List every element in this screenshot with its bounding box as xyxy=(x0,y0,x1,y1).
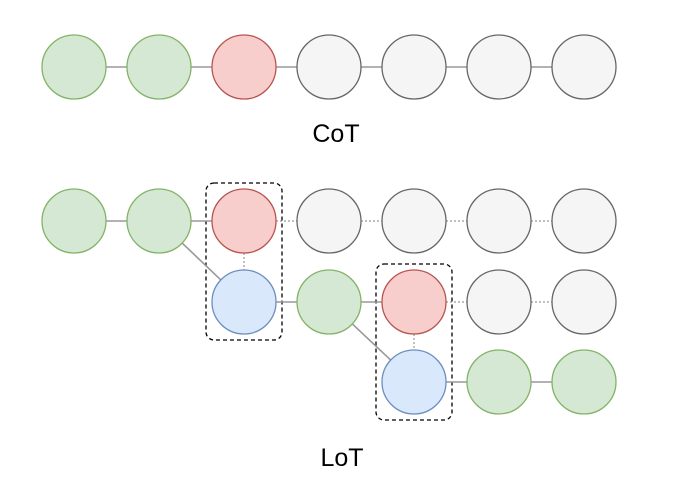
cot-label: CoT xyxy=(312,120,359,148)
lot-node-green xyxy=(41,188,107,254)
lot-node-green xyxy=(551,349,617,415)
lot-node-gray xyxy=(551,188,617,254)
lot-node-gray xyxy=(381,188,447,254)
cot-node-red xyxy=(211,34,277,100)
lot-branch-edge xyxy=(351,323,392,361)
lot-branch-edge xyxy=(181,242,222,281)
lot-node-gray xyxy=(466,269,532,335)
lot-node-red xyxy=(381,269,447,335)
cot-node-green xyxy=(126,34,192,100)
lot-nodes xyxy=(41,188,617,415)
lot-node-gray xyxy=(466,188,532,254)
selection-box xyxy=(375,263,453,421)
cot-node-gray xyxy=(466,34,532,100)
lot-label: LoT xyxy=(320,444,363,472)
cot-node-green xyxy=(41,34,107,100)
lot-node-green xyxy=(126,188,192,254)
lot-node-green xyxy=(466,349,532,415)
cot-node-gray xyxy=(296,34,362,100)
lot-node-gray xyxy=(296,188,362,254)
selection-box xyxy=(205,182,283,341)
cot-node-gray xyxy=(551,34,617,100)
lot-node-blue xyxy=(381,349,447,415)
lot-node-gray xyxy=(551,269,617,335)
lot-node-blue xyxy=(211,269,277,335)
cot-chain xyxy=(41,34,617,100)
lot-edges xyxy=(106,182,552,421)
cot-node-gray xyxy=(381,34,447,100)
lot-node-green xyxy=(296,269,362,335)
lot-node-red xyxy=(211,188,277,254)
lot-graph xyxy=(41,182,617,421)
